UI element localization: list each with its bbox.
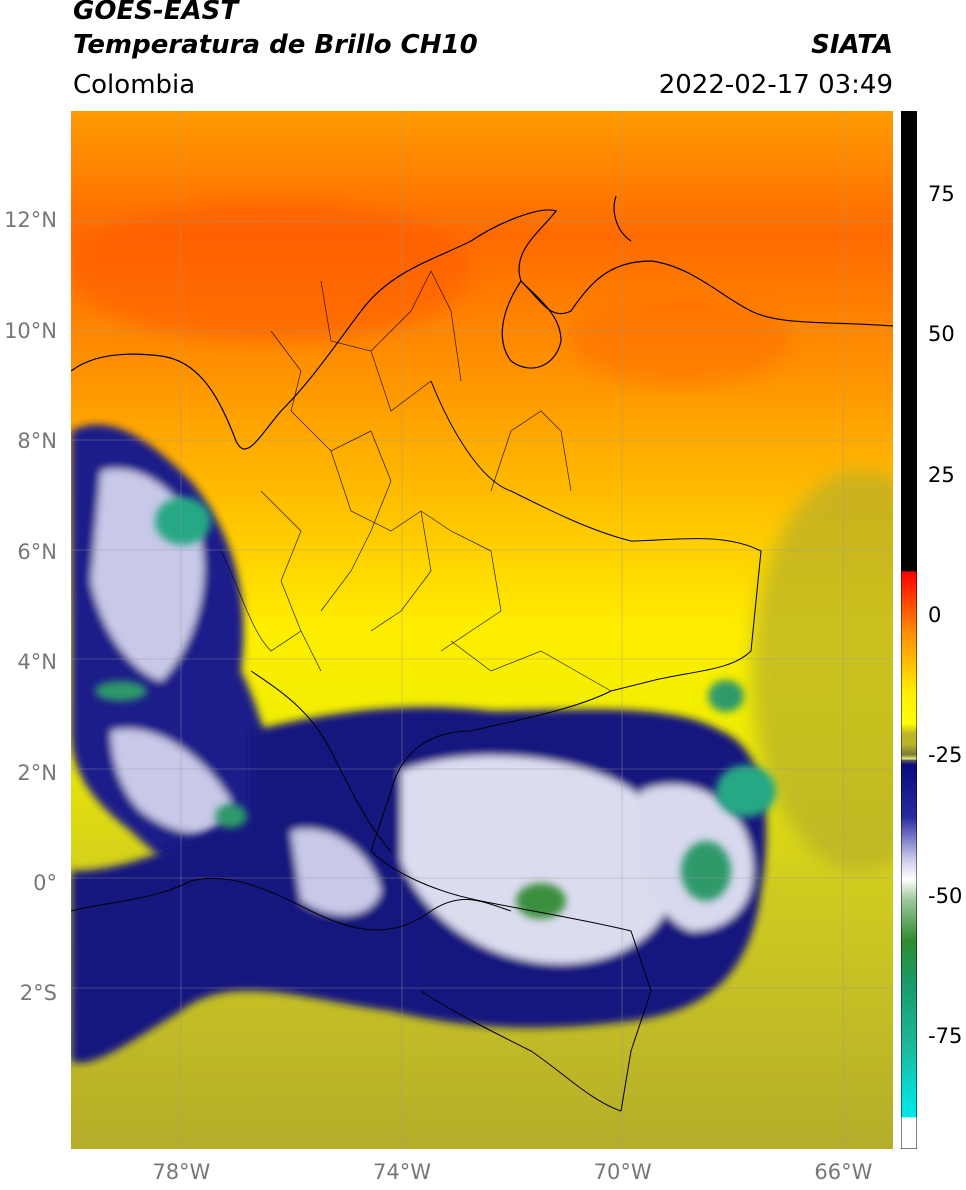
- cloud-band-south: [71, 707, 767, 1063]
- brightness-temperature-map: [71, 111, 893, 1149]
- brand-label: SIATA: [811, 30, 893, 60]
- product-title: Temperatura de Brillo CH10: [73, 30, 478, 60]
- satellite-title: GOES-EAST: [73, 0, 239, 26]
- colorbar: [901, 111, 917, 1149]
- colorbar-tick-label: 25: [928, 462, 955, 487]
- coastlines: [71, 195, 893, 450]
- colorbar-tick-label: 75: [928, 182, 955, 207]
- lat-tick-label: 0°: [33, 870, 57, 895]
- lat-tick-label: 8°N: [17, 429, 57, 454]
- timestamp-label: 2022-02-17 03:49: [658, 70, 893, 100]
- colorbar-tick-label: -25: [928, 743, 963, 768]
- colorbar-tick-label: 50: [928, 322, 955, 347]
- lat-tick-label: 2°N: [17, 760, 57, 785]
- lon-tick-label: 78°W: [152, 1160, 211, 1184]
- country-borders: [71, 380, 762, 1112]
- region-label: Colombia: [73, 70, 196, 100]
- olive-zone-east: [751, 471, 893, 871]
- lat-tick-label: 4°N: [17, 650, 57, 675]
- colorbar-tick-label: -75: [928, 1023, 963, 1048]
- lat-tick-label: 2°S: [19, 981, 57, 1006]
- lat-tick-label: 10°N: [4, 318, 57, 343]
- colorbar-tick-label: -50: [928, 883, 963, 908]
- warm-zone: [71, 201, 471, 341]
- lon-tick-label: 70°W: [593, 1160, 652, 1184]
- warm-zone-east: [571, 296, 791, 386]
- lat-tick-label: 6°N: [17, 539, 57, 564]
- map-grid: [71, 111, 893, 1149]
- lon-tick-label: 74°W: [373, 1160, 431, 1184]
- lon-tick-label: 66°W: [814, 1160, 873, 1184]
- colorbar-tick-label: 0: [928, 602, 942, 627]
- department-borders: [220, 270, 612, 692]
- lat-tick-label: 12°N: [4, 208, 57, 233]
